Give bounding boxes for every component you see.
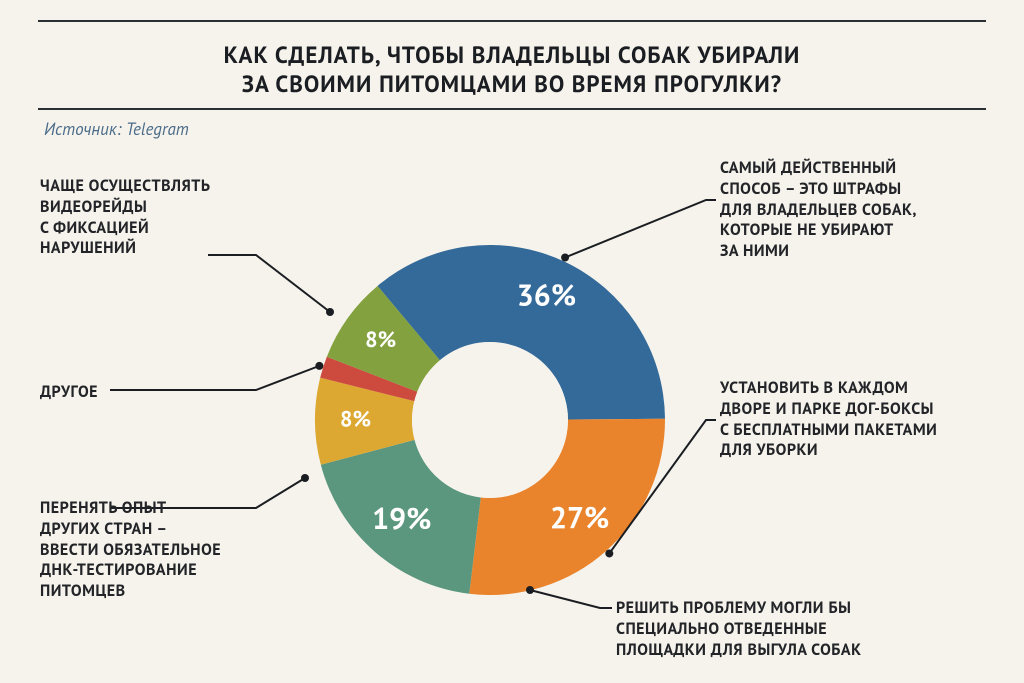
donut-hole [412,342,568,498]
leader-raids [208,255,330,312]
leader-areas [530,590,612,608]
pct-raids: 8% [365,326,396,354]
label-dogboxes: УСТАНОВИТЬ В КАЖДОМДВОРЕ И ПАРКЕ ДОГ-БОК… [720,378,1010,461]
label-other: ДРУГОЕ [40,382,270,403]
pct-fines: 36% [517,275,576,314]
label-fines: САМЫЙ ДЕЙСТВЕННЫЙСПОСОБ – ЭТО ШТРАФЫДЛЯ … [720,158,1010,262]
label-dna: ПЕРЕНЯТЬ ОПЫТДРУГИХ СТРАН –ВВЕСТИ ОБЯЗАТ… [40,498,270,602]
label-areas: РЕШИТЬ ПРОБЛЕМУ МОГЛИ БЫСПЕЦИАЛЬНО ОТВЕД… [616,598,906,660]
pct-dna: 8% [340,405,371,433]
pct-areas: 19% [372,499,431,538]
leader-fines [565,200,716,258]
label-raids: ЧАЩЕ ОСУЩЕСТВЛЯТЬВИДЕОРЕЙДЫС ФИКСАЦИЕЙНА… [40,176,270,259]
infographic-canvas: КАК СДЕЛАТЬ, ЧТОБЫ ВЛАДЕЛЬЦЫ СОБАК УБИРА… [0,0,1024,683]
pct-dogboxes: 27% [550,498,609,537]
